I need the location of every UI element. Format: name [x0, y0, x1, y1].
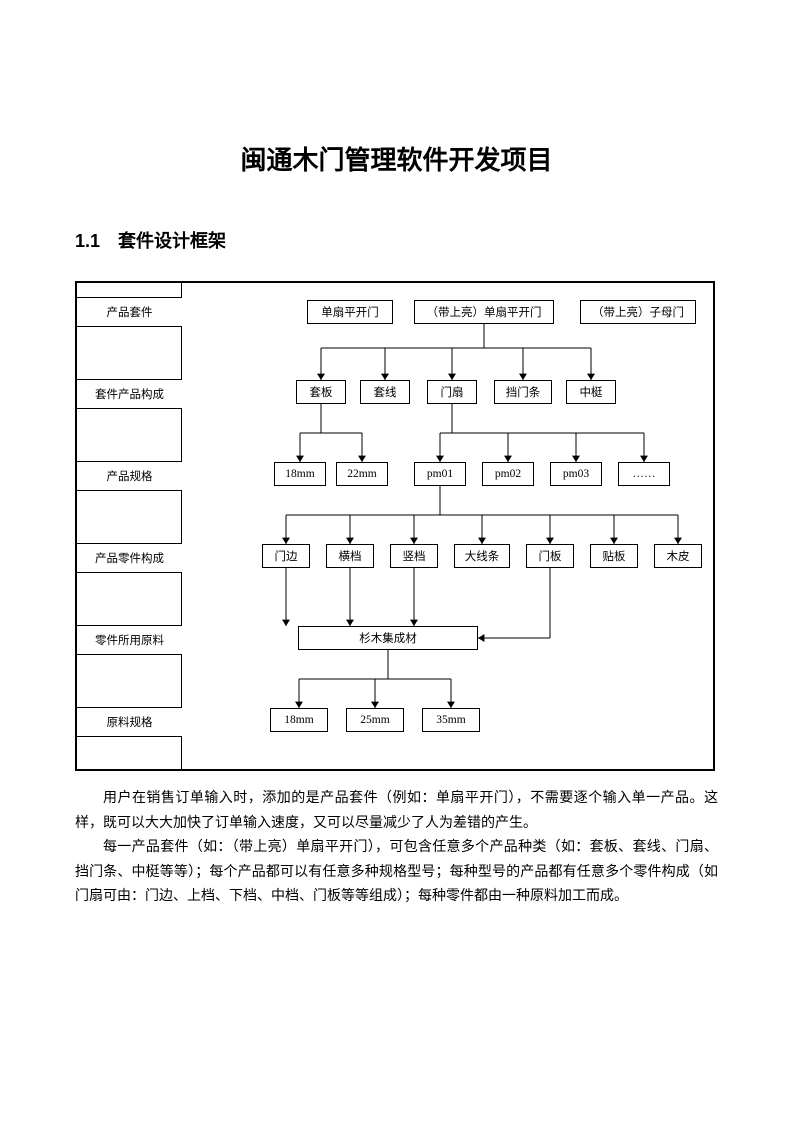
diagram-node: 18mm	[274, 462, 326, 486]
diagram-node: 套板	[296, 380, 346, 404]
diagram-node: 中梃	[566, 380, 616, 404]
sidebar-row: 原料规格	[77, 707, 182, 737]
diagram-node: （带上亮）单扇平开门	[414, 300, 554, 324]
diagram-node: 横档	[326, 544, 374, 568]
body-paragraph-2: 每一产品套件（如：（带上亮）单扇平开门），可包含任意多个产品种类（如：套板、套线…	[75, 836, 718, 910]
section-number: 1.1	[75, 231, 100, 251]
diagram-node: 贴板	[590, 544, 638, 568]
diagram-connectors	[182, 283, 713, 769]
sidebar-row: 套件产品构成	[77, 379, 182, 409]
diagram-node: 挡门条	[494, 380, 552, 404]
diagram-node: pm01	[414, 462, 466, 486]
diagram-node: 单扇平开门	[307, 300, 393, 324]
diagram-node: 大线条	[454, 544, 510, 568]
diagram-node: pm02	[482, 462, 534, 486]
diagram-node: pm03	[550, 462, 602, 486]
diagram-node: 22mm	[336, 462, 388, 486]
diagram-node: （带上亮）子母门	[580, 300, 696, 324]
sidebar-row: 产品套件	[77, 297, 182, 327]
diagram-node: 门板	[526, 544, 574, 568]
diagram-node: 门扇	[427, 380, 477, 404]
section-name: 套件设计框架	[118, 231, 226, 251]
diagram-node: 门边	[262, 544, 310, 568]
diagram-frame: 产品套件套件产品构成产品规格产品零件构成零件所用原料原料规格 单扇平开门 （带上亮…	[75, 281, 715, 771]
body-paragraph-1: 用户在销售订单输入时，添加的是产品套件（例如：单扇平开门），不需要逐个输入单一产…	[75, 787, 718, 836]
sidebar-row: 产品零件构成	[77, 543, 182, 573]
sidebar-row: 产品规格	[77, 461, 182, 491]
diagram-node: 杉木集成材	[298, 626, 478, 650]
diagram-node: 25mm	[346, 708, 404, 732]
diagram-node: 套线	[360, 380, 410, 404]
diagram-node: 竖档	[390, 544, 438, 568]
diagram-node: 木皮	[654, 544, 702, 568]
document-title: 闽通木门管理软件开发项目	[75, 140, 718, 177]
sidebar-row: 零件所用原料	[77, 625, 182, 655]
diagram-sidebar: 产品套件套件产品构成产品规格产品零件构成零件所用原料原料规格	[77, 283, 182, 769]
diagram-chart-area: 单扇平开门 （带上亮）单扇平开门 （带上亮）子母门套板套线门扇挡门条中梃 18mm 22…	[182, 283, 713, 769]
diagram-node: ……	[618, 462, 670, 486]
diagram-node: 18mm	[270, 708, 328, 732]
diagram-node: 35mm	[422, 708, 480, 732]
section-heading: 1.1 套件设计框架	[75, 227, 718, 253]
